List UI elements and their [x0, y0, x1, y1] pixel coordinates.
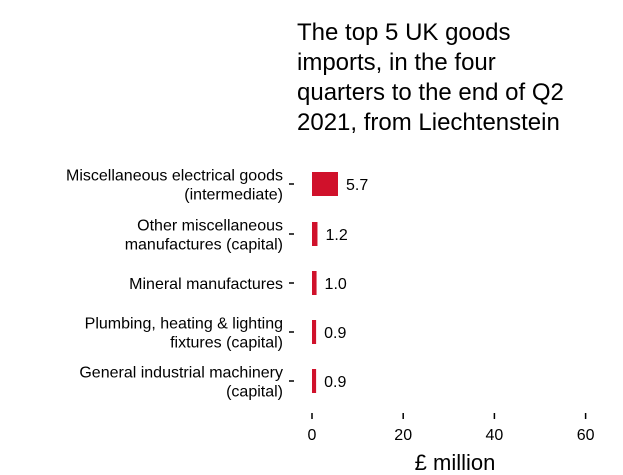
- chart-title-line: imports, in the four: [297, 49, 496, 76]
- value-label: 1.0: [325, 276, 347, 293]
- x-tick-label: 0: [308, 427, 317, 444]
- plot-area: Miscellaneous electrical goods (intermedi…: [66, 168, 368, 401]
- category-label-line: General industrial machinery: [79, 365, 283, 382]
- category-label-line: manufactures (capital): [125, 237, 283, 254]
- value-label: 0.9: [324, 325, 346, 342]
- category-label: General industrial machinery (capital): [79, 365, 283, 401]
- bar: [312, 320, 317, 344]
- value-label: 1.2: [325, 227, 347, 244]
- category-label-line: fixtures (capital): [170, 335, 283, 352]
- chart-title-line: 2021, from Liechtenstein: [297, 109, 560, 136]
- value-label: 0.9: [324, 374, 346, 391]
- bar: [312, 271, 317, 295]
- bar: [312, 172, 338, 196]
- bar: [312, 369, 317, 393]
- chart-title-line: The top 5 UK goods: [297, 19, 510, 46]
- x-tick-label: 40: [486, 427, 504, 444]
- value-label: 5.7: [346, 177, 368, 194]
- bar: [312, 222, 318, 246]
- category-label-line: Mineral manufactures: [129, 276, 283, 293]
- category-label-line: Plumbing, heating & lighting: [85, 316, 283, 333]
- category-label-line: Miscellaneous electrical goods: [66, 168, 283, 185]
- category-label: Plumbing, heating & lighting fixtures (ca…: [85, 316, 283, 352]
- category-label: Mineral manufactures: [129, 276, 283, 293]
- x-axis: 0 20 40 60: [308, 413, 595, 444]
- x-axis-title: £ million: [415, 450, 496, 475]
- chart-title-line: quarters to the end of Q2: [297, 79, 564, 106]
- category-label: Other miscellaneous manufactures (capital…: [125, 218, 283, 254]
- category-label: Miscellaneous electrical goods (intermedi…: [66, 168, 283, 204]
- category-label-line: (capital): [226, 384, 283, 401]
- x-tick-label: 60: [577, 427, 595, 444]
- category-label-line: (intermediate): [184, 187, 283, 204]
- chart-title: The top 5 UK goods imports, in the four …: [297, 19, 564, 136]
- category-label-line: Other miscellaneous: [137, 218, 283, 235]
- x-tick-label: 20: [394, 427, 412, 444]
